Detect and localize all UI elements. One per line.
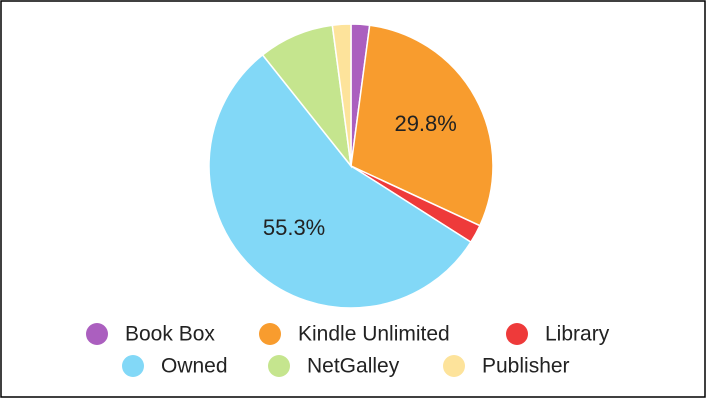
- pie-slice: [350, 24, 494, 227]
- legend-marker: [259, 323, 281, 345]
- data-label: 55.3%: [263, 215, 325, 240]
- legend-label: Owned: [161, 355, 228, 378]
- pie-slice: [331, 23, 352, 167]
- legend-label: Kindle Unlimited: [298, 323, 450, 346]
- pie-slice: [208, 53, 472, 309]
- legend-marker: [122, 355, 144, 377]
- legend-label: Library: [545, 323, 610, 346]
- legend-marker: [506, 323, 528, 345]
- legend-marker: [443, 355, 465, 377]
- legend-marker: [86, 323, 108, 345]
- legend-label: NetGalley: [307, 355, 400, 378]
- data-label: 29.8%: [394, 111, 456, 136]
- legend-marker: [268, 355, 290, 377]
- legend-label: Book Box: [125, 323, 215, 346]
- legend-label: Publisher: [482, 355, 570, 378]
